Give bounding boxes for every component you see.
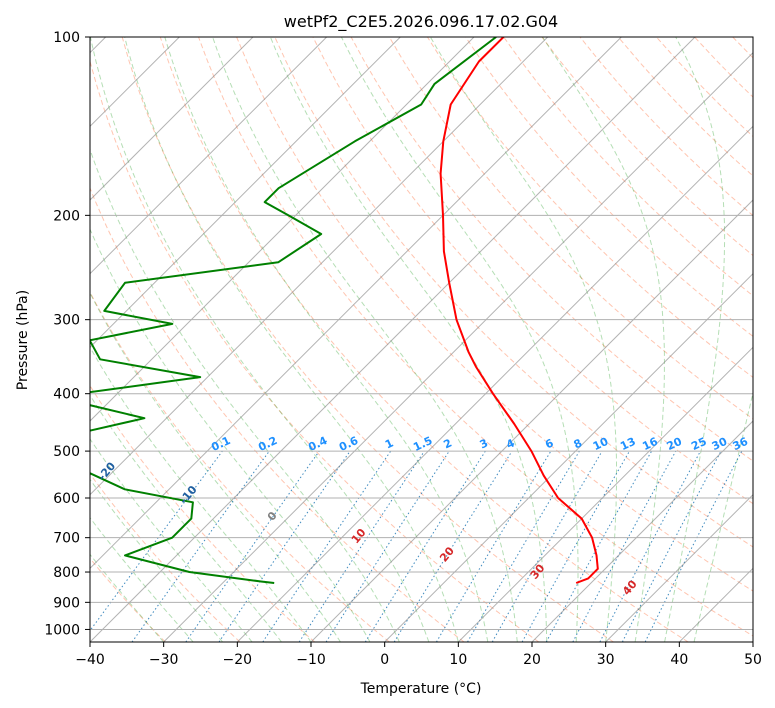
dewpoint-profile-line <box>90 37 497 584</box>
x-tick-label: −10 <box>296 652 326 668</box>
moist-adiabat-line <box>542 37 666 642</box>
moist-adiabat-line <box>340 37 579 642</box>
x-tick-label: −40 <box>75 652 105 668</box>
isotherm-line <box>90 37 475 422</box>
profile-lines <box>90 37 599 584</box>
dry-adiabat-line <box>350 37 753 462</box>
dry-adiabat-line <box>236 37 753 592</box>
isotherm-line <box>90 37 622 570</box>
isotherm-line <box>90 37 328 275</box>
x-tick-label: −30 <box>149 652 179 668</box>
temperature-profile-line <box>439 37 599 584</box>
dry-adiabat-line <box>90 384 316 642</box>
dry-adiabat-line <box>90 59 540 642</box>
x-tick-label: 40 <box>670 652 688 668</box>
moist-adiabat-line <box>90 37 430 642</box>
moist-adiabat-line <box>90 228 371 642</box>
mixing-ratio-label: 16 <box>640 435 660 453</box>
pressure-grid <box>90 37 753 630</box>
y-tick-label: 900 <box>53 595 80 611</box>
moist-adiabat-line <box>429 37 617 642</box>
dry-adiabat-line <box>90 557 166 642</box>
moist-adiabat-line <box>164 37 489 642</box>
y-tick-label: 300 <box>53 313 80 329</box>
dry-adiabat-line <box>121 37 614 642</box>
isotherm-line <box>163 51 753 642</box>
y-tick-label: 800 <box>53 565 80 581</box>
y-tick-label: 600 <box>53 491 80 507</box>
mixing-ratio-line <box>262 450 392 642</box>
dry-adiabat-line <box>198 37 753 637</box>
x-axis: −40 −30 −20 −10 0 10 20 30 40 50 <box>75 642 762 668</box>
dry-adiabat-line <box>426 37 753 378</box>
mixing-ratio-line <box>131 450 270 642</box>
x-tick-label: −20 <box>223 652 253 668</box>
y-tick-label: 400 <box>53 387 80 403</box>
mixing-ratio-line <box>185 450 320 642</box>
mixing-ratio-label: 13 <box>618 435 637 453</box>
mixing-ratio-line <box>325 450 450 642</box>
moist-adiabat-line <box>664 37 726 642</box>
isotherm-line <box>90 37 549 496</box>
dry-adiabat-line <box>159 37 689 642</box>
x-axis-label: Temperature (°C) <box>360 681 482 697</box>
y-tick-label: 200 <box>53 208 80 224</box>
isotherm-line <box>457 346 753 642</box>
background-lines <box>90 37 753 642</box>
y-tick-label: 1000 <box>44 622 80 638</box>
mixing-ratio-line <box>545 450 653 642</box>
moist-adiabat-line <box>124 37 459 642</box>
mixing-ratio-line <box>393 450 513 642</box>
x-tick-label: 30 <box>597 652 615 668</box>
x-tick-label: 0 <box>380 652 389 668</box>
mixing-ratio-line <box>521 450 630 642</box>
y-axis: 100 200 300 400 500 600 700 800 900 1000 <box>44 30 90 638</box>
mixing-ratio-label: 30 <box>710 435 730 453</box>
moist-adiabat-line <box>90 291 341 642</box>
moist-adiabat-line <box>90 478 223 642</box>
mixing-ratio-label: 36 <box>731 435 751 453</box>
moist-adiabat-line <box>90 394 282 642</box>
chart-title: wetPf2_C2E5.2026.096.17.02.G04 <box>284 12 558 32</box>
dry-adiabat-line <box>274 37 753 548</box>
isotherm-line <box>605 493 753 642</box>
mixing-ratio-line <box>218 450 351 642</box>
moist-adiabat-line <box>212 37 518 642</box>
dry-adiabat-line <box>90 291 390 642</box>
isotherm-line <box>384 272 753 642</box>
mixing-ratio-line <box>90 450 223 632</box>
mixing-ratio-label: 10 <box>591 435 611 453</box>
moist-adiabat-line <box>90 147 400 642</box>
dry-adiabat-line <box>90 472 241 642</box>
x-tick-label: 10 <box>449 652 467 668</box>
mixing-ratio-label: 25 <box>689 435 708 453</box>
x-tick-label: 50 <box>744 652 762 668</box>
mixing-ratio-line <box>644 450 743 642</box>
x-tick-label: 20 <box>523 652 541 668</box>
moist-adiabat-line <box>693 390 753 642</box>
isotherm-line <box>310 199 753 642</box>
isotherm-line <box>531 420 753 642</box>
isotherm-line <box>90 37 254 201</box>
mixing-ratio-label: 20 <box>665 435 685 453</box>
moist-adiabat-line <box>90 438 253 642</box>
y-tick-label: 100 <box>53 30 80 46</box>
mixing-ratio-line <box>572 450 677 642</box>
y-tick-label: 500 <box>53 444 80 460</box>
mixing-ratio-line <box>298 450 425 642</box>
isotherm-line <box>90 37 696 642</box>
dry-adiabat-line <box>503 37 753 297</box>
isotherm-line <box>236 125 753 642</box>
y-tick-label: 700 <box>53 531 80 547</box>
y-axis-label: Pressure (hPa) <box>15 290 31 390</box>
plot-frame <box>89 36 754 643</box>
